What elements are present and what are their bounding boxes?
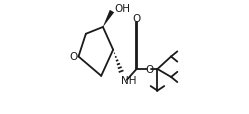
Polygon shape — [103, 11, 114, 28]
Text: O: O — [145, 64, 154, 74]
Text: NH: NH — [121, 75, 136, 85]
Text: O: O — [70, 52, 78, 62]
Text: O: O — [132, 14, 141, 24]
Text: OH: OH — [115, 4, 131, 14]
